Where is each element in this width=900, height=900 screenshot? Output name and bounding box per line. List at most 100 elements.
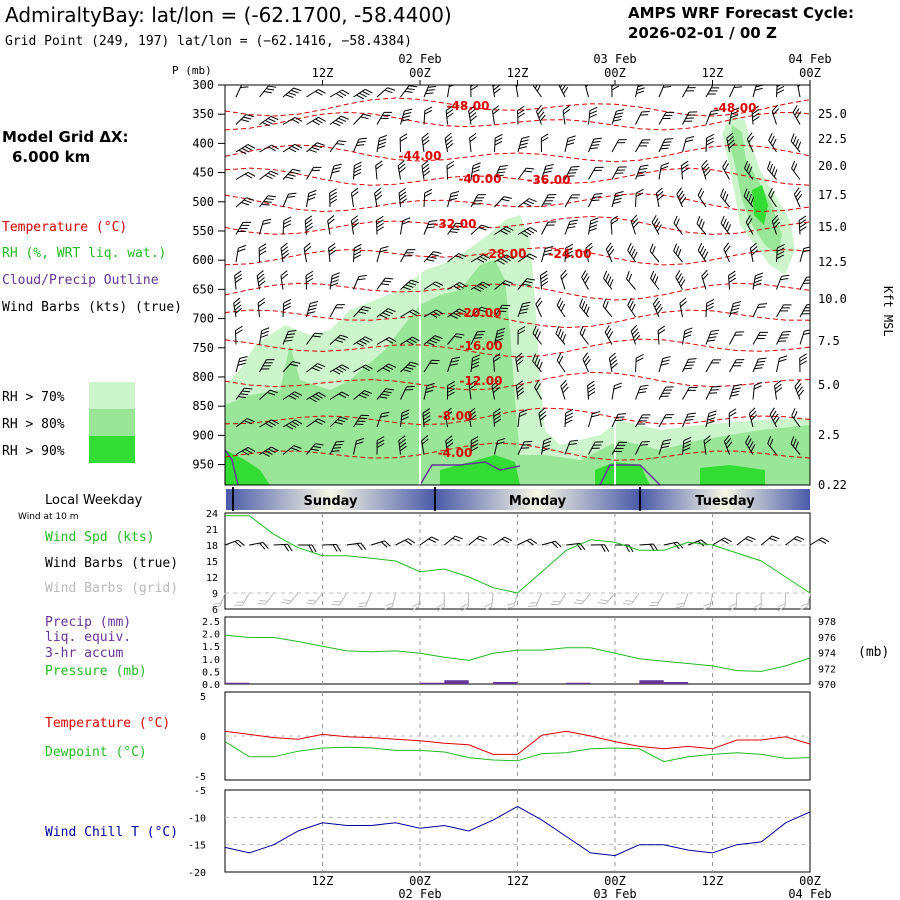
- wind-barb: [282, 216, 292, 235]
- wind-grid-barb: [484, 592, 494, 611]
- wind-barb: [744, 160, 754, 180]
- wind-barb: [423, 281, 444, 290]
- wind-barb: [790, 436, 801, 455]
- wind-barb: [588, 106, 598, 125]
- wind-barb: [790, 133, 802, 153]
- dewpoint-line: [224, 741, 811, 763]
- wind-barb: [630, 324, 641, 345]
- pressure-label: Pressure (mb): [45, 664, 147, 679]
- chill-tick-label: -20: [188, 868, 206, 879]
- pressure-tick-label: 550: [192, 224, 214, 238]
- wind-spd-label: Wind Spd (kts): [45, 530, 155, 545]
- wind-barb: [752, 331, 769, 345]
- wind-barb: [745, 435, 756, 455]
- wind-barb: [635, 111, 650, 125]
- wind-barb: [776, 330, 791, 345]
- height-tick-label: 7.5: [818, 334, 840, 348]
- wind-grid-barb: [461, 592, 470, 612]
- wind-barb: [676, 187, 687, 208]
- isotherm-label: -28.00: [484, 247, 527, 261]
- wind-grid-barb: [212, 592, 226, 609]
- wind-10m-barb: [541, 540, 562, 549]
- wind-barb: [517, 301, 531, 318]
- wind-barb: [468, 105, 477, 125]
- wind-barb: [280, 270, 289, 290]
- wind-10m-barb: [590, 544, 610, 552]
- wind-barb: [400, 85, 417, 98]
- wind-barb: [494, 133, 503, 153]
- wind-barb: [282, 168, 301, 180]
- wind-barb: [720, 215, 732, 235]
- wind-barb: [701, 159, 711, 180]
- isotherm-line: [225, 309, 810, 329]
- model-grid-label: Model Grid ΔX:: [2, 128, 129, 146]
- wind-barb: [233, 297, 242, 318]
- bottom-time-tick-label: 12Z: [702, 874, 724, 888]
- wind-grid-barb: [728, 592, 738, 612]
- wind-barb: [329, 440, 345, 455]
- local-weekday-label: Local Weekday: [45, 493, 143, 508]
- height-axis: 25.0 22.5 20.0 17.5 15.0 12.5 10.0 7.5 5.0 2.5 0.2…: [818, 107, 847, 492]
- wind-grid-barb: [649, 592, 665, 607]
- dewpoint-label: Dewpoint (°C): [45, 745, 147, 760]
- pressure-tick-label: 950: [192, 458, 214, 472]
- wind-10m-barb: [760, 535, 780, 546]
- wind-barb: [793, 187, 803, 208]
- precip-bar: [420, 682, 445, 684]
- wind-barb: [610, 215, 619, 235]
- wind-speed-tick-label: 15: [206, 557, 218, 568]
- top-date-label: 03 Feb: [593, 52, 636, 66]
- wind-barb: [423, 106, 433, 125]
- wind-barb: [776, 355, 788, 373]
- wind-barb: [701, 269, 709, 290]
- top-date-label: 02 Feb: [398, 52, 441, 66]
- wind-barb: [768, 187, 777, 208]
- wind-barb: [470, 85, 478, 98]
- wind-barb: [635, 384, 649, 400]
- precip-bar: [493, 681, 518, 684]
- wind-barb: [329, 89, 350, 98]
- wind-barb: [705, 109, 719, 125]
- wind-barb: [235, 197, 255, 208]
- wind-barb: [376, 277, 394, 290]
- wind-barb: [796, 85, 805, 98]
- wind-barb: [588, 411, 601, 428]
- wind-speed-tick-label: 9: [212, 589, 218, 600]
- wind-speed-line: [225, 515, 811, 594]
- wind-barb: [235, 85, 249, 98]
- rh90-upper-region: [752, 185, 768, 225]
- wind-barb: [350, 187, 359, 208]
- rh80-region: [225, 260, 810, 485]
- wind-grid-barb: [550, 592, 567, 606]
- wind-barb: [329, 163, 342, 180]
- wind-barb: [376, 308, 396, 319]
- wind-barb: [423, 309, 444, 318]
- wind-barb: [494, 304, 511, 318]
- wind-barb: [564, 219, 578, 235]
- wind-barb: [564, 166, 580, 180]
- pressure-tick-label: 600: [192, 253, 214, 267]
- wind-barb: [257, 297, 266, 318]
- wind-barb: [397, 160, 406, 180]
- wind-barb: [447, 308, 467, 319]
- wind-barb: [468, 380, 477, 400]
- wind-barb: [696, 216, 707, 235]
- wind-barb: [774, 380, 783, 400]
- wind-barb: [282, 361, 301, 373]
- wind-barb: [534, 380, 542, 400]
- wind-barb: [635, 188, 644, 208]
- wind-barb: [560, 379, 569, 400]
- pressure-tick-label: 800: [192, 370, 214, 384]
- wind-barb: [562, 105, 571, 125]
- wind-barb: [353, 336, 373, 347]
- isotherm-line: [225, 144, 810, 163]
- pressure-axis: 300 350 400 450 500 550 600 650 700 750 800 850 900 9…: [192, 78, 225, 472]
- wind-grid-barb: [800, 592, 811, 611]
- wind-barb: [447, 282, 467, 291]
- wind-barb: [794, 379, 805, 400]
- wind-barb: [447, 85, 457, 98]
- wind-10m-barb: [809, 537, 830, 546]
- wind-barb: [376, 363, 396, 373]
- wind-barb: [799, 353, 808, 373]
- precip-tick-label: 1.0: [202, 655, 220, 666]
